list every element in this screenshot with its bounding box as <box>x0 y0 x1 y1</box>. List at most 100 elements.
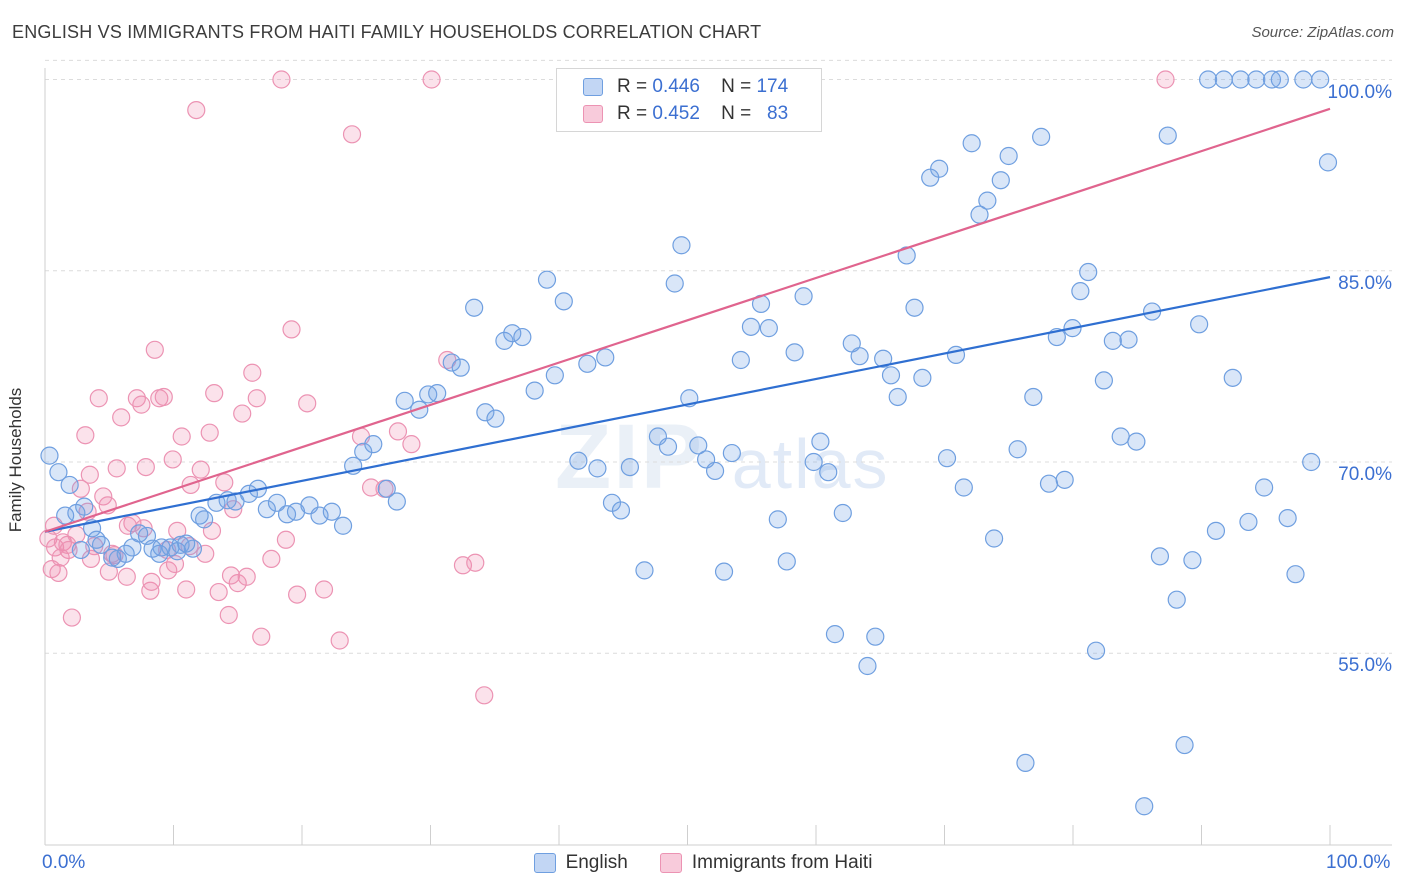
english-point <box>1270 70 1289 89</box>
english-point <box>395 391 414 410</box>
haiti-point <box>145 340 164 359</box>
english-point <box>545 366 564 385</box>
haiti-point <box>219 605 238 625</box>
english-point <box>962 134 981 153</box>
series-legend: English Immigrants from Haiti <box>0 852 1406 874</box>
haiti-point <box>252 627 271 646</box>
legend-r-label: R = <box>617 76 648 97</box>
english-point <box>1294 70 1313 89</box>
haiti-point <box>154 387 173 407</box>
english-point <box>588 459 607 478</box>
english-point <box>40 446 59 465</box>
haiti-point <box>262 549 281 569</box>
legend-n-label: N = <box>721 103 752 124</box>
english-point <box>866 627 885 646</box>
english-point <box>689 436 708 455</box>
english-point <box>116 544 135 563</box>
haiti-point <box>89 389 108 408</box>
english-point <box>819 463 838 482</box>
y-tick-label-85: 85.0% <box>1338 272 1392 294</box>
english-point <box>825 625 845 644</box>
haiti-point <box>67 525 86 544</box>
haiti-point <box>247 389 266 408</box>
haiti-point <box>117 567 136 586</box>
english-point <box>71 540 90 560</box>
english-point <box>731 350 750 370</box>
english-point <box>1247 70 1266 89</box>
english-point <box>1079 262 1098 282</box>
english-point <box>1223 368 1242 387</box>
legend-row-english: R = 0.446 N = 174 <box>583 74 788 100</box>
haiti-trend-line <box>44 107 1331 533</box>
haiti-point <box>298 394 317 413</box>
english-point <box>1103 331 1122 350</box>
haiti-point <box>112 408 131 427</box>
legend-swatch-english <box>583 78 603 96</box>
english-point <box>874 349 893 368</box>
english-point <box>1286 565 1305 584</box>
english-point <box>1278 508 1297 528</box>
english-point <box>1302 452 1321 472</box>
haiti-point <box>107 459 126 478</box>
haiti-point <box>99 562 118 581</box>
english-point <box>49 463 68 482</box>
english-point <box>103 548 122 567</box>
english-point <box>513 327 532 347</box>
english-point <box>267 493 287 512</box>
haiti-point <box>142 572 161 591</box>
english-point <box>87 530 106 549</box>
haiti-point <box>272 70 291 89</box>
haiti-point <box>388 422 408 441</box>
english-point <box>1032 127 1051 146</box>
english-point <box>1150 547 1170 566</box>
english-point <box>999 146 1018 166</box>
english-point <box>991 171 1010 190</box>
legend-item-haiti: Immigrants from Haiti <box>659 852 872 874</box>
haiti-point <box>221 566 241 585</box>
haiti-point <box>76 426 95 445</box>
english-point <box>1255 478 1274 497</box>
watermark-atlas: atlas <box>732 425 890 503</box>
english-point <box>354 442 373 461</box>
legend-label-english: English <box>565 852 628 873</box>
english-point <box>658 437 678 456</box>
haiti-point <box>59 540 78 560</box>
english-point <box>569 451 588 470</box>
english-point <box>794 287 813 306</box>
english-point <box>913 368 932 387</box>
english-point <box>442 353 461 372</box>
english-point <box>150 544 169 563</box>
english-point <box>130 524 149 543</box>
english-point <box>322 502 341 521</box>
y-axis-label: Family Households <box>6 387 25 533</box>
haiti-point <box>94 487 113 506</box>
english-point <box>1086 641 1106 660</box>
haiti-point <box>49 563 68 583</box>
haiti-point <box>422 70 441 89</box>
haiti-point <box>132 395 151 414</box>
haiti-point <box>187 100 206 120</box>
english-point <box>60 475 79 495</box>
haiti-point <box>288 585 307 604</box>
english-point <box>930 159 949 178</box>
y-tick-label-100: 100.0% <box>1327 81 1392 103</box>
english-point <box>888 387 907 407</box>
english-point <box>777 552 796 571</box>
watermark: ZIP atlas <box>555 405 890 510</box>
legend-item-english: English <box>533 852 628 874</box>
english-point <box>1262 70 1282 89</box>
english-point <box>897 246 916 265</box>
legend-r-value: 0.446 <box>652 76 700 97</box>
haiti-point <box>361 478 381 497</box>
stats-legend: R = 0.446 N = 174 R = 0.452 N = 83 <box>556 68 822 132</box>
haiti-point <box>80 465 99 484</box>
haiti-point <box>191 460 210 479</box>
english-point <box>537 270 557 289</box>
english-point <box>476 403 495 422</box>
english-point <box>672 236 691 255</box>
english-point <box>741 317 761 336</box>
haiti-point <box>71 479 90 498</box>
english-point <box>850 347 869 366</box>
watermark-zip: ZIP <box>555 406 705 508</box>
haiti-point <box>209 582 228 602</box>
